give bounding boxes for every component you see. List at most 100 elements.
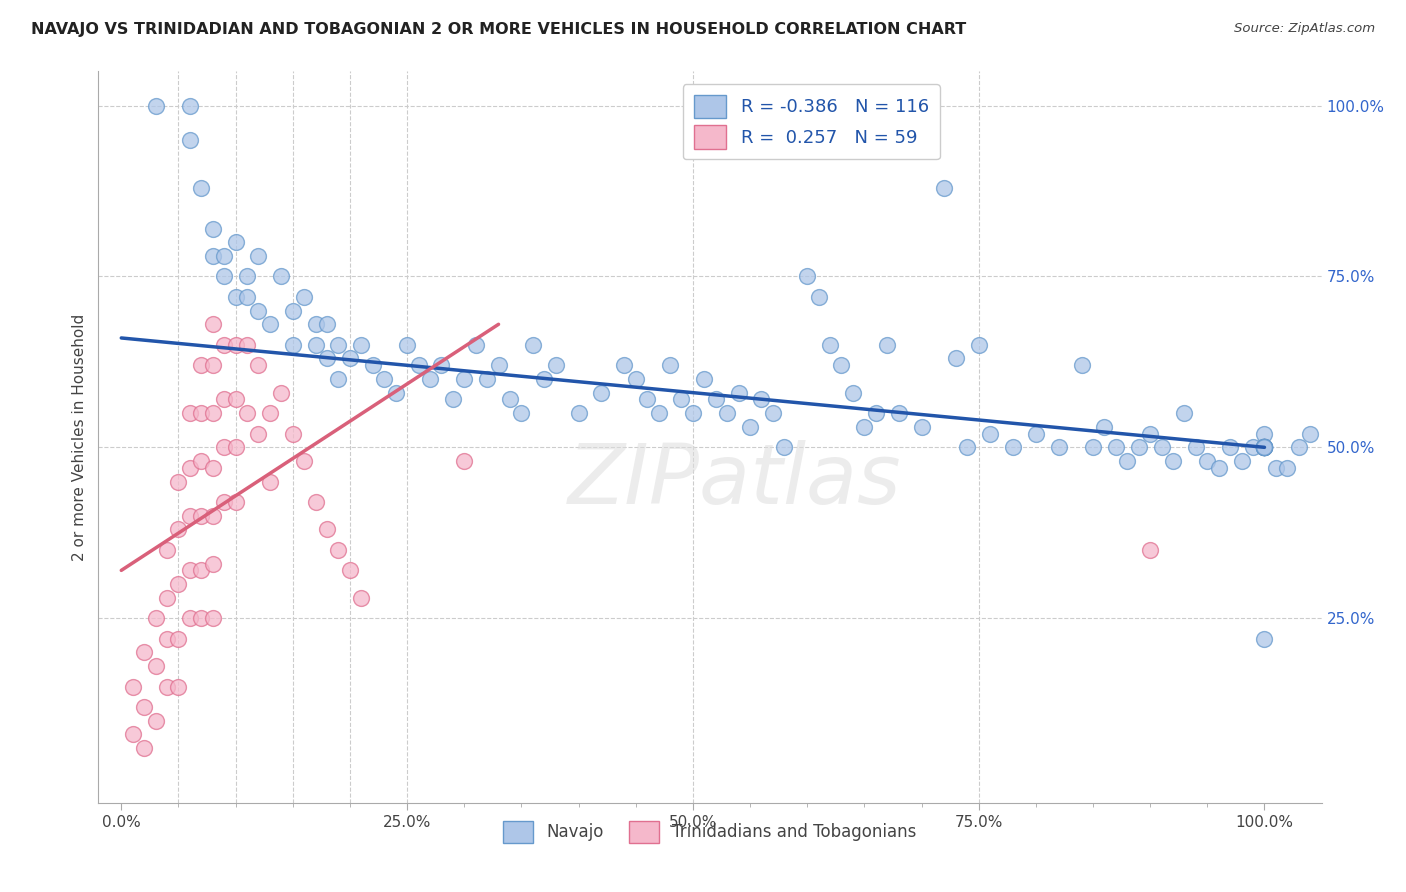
Point [1253,440,1275,454]
Point [1253,440,1275,454]
Point [328,338,350,352]
Point [453,454,475,468]
Point [716,406,738,420]
Point [419,372,441,386]
Point [225,290,247,304]
Point [247,359,270,373]
Point [464,338,486,352]
Point [179,508,201,523]
Point [156,632,179,646]
Point [259,318,281,332]
Point [945,351,967,366]
Point [201,359,224,373]
Point [212,338,235,352]
Point [499,392,522,407]
Point [201,406,224,420]
Point [1253,440,1275,454]
Point [350,338,373,352]
Y-axis label: 2 or more Vehicles in Household: 2 or more Vehicles in Household [72,313,87,561]
Point [236,269,259,284]
Point [1253,440,1275,454]
Point [624,372,647,386]
Point [762,406,785,420]
Point [167,577,190,591]
Point [1185,440,1208,454]
Point [441,392,464,407]
Point [1299,426,1322,441]
Point [1253,440,1275,454]
Point [270,385,292,400]
Point [145,98,167,112]
Point [1253,440,1275,454]
Point [671,392,693,407]
Point [796,269,818,284]
Point [201,460,224,475]
Point [488,359,510,373]
Point [201,221,224,235]
Point [510,406,533,420]
Point [190,454,212,468]
Point [190,508,212,523]
Point [212,392,235,407]
Point [453,372,475,386]
Point [304,338,326,352]
Point [636,392,658,407]
Point [1208,460,1230,475]
Point [225,338,247,352]
Point [693,372,716,386]
Point [281,338,304,352]
Point [281,303,304,318]
Point [225,440,247,454]
Point [1253,440,1275,454]
Point [818,338,841,352]
Point [842,385,865,400]
Point [328,372,350,386]
Point [613,359,636,373]
Point [1253,440,1275,454]
Text: ZIPatlas: ZIPatlas [568,441,901,522]
Point [934,180,956,194]
Point [1253,440,1275,454]
Point [145,714,167,728]
Point [1025,426,1047,441]
Point [339,351,361,366]
Point [751,392,773,407]
Point [212,249,235,263]
Point [887,406,910,420]
Point [1253,440,1275,454]
Point [179,406,201,420]
Point [1094,420,1116,434]
Point [1253,440,1275,454]
Point [190,563,212,577]
Point [225,392,247,407]
Point [1150,440,1173,454]
Text: NAVAJO VS TRINIDADIAN AND TOBAGONIAN 2 OR MORE VEHICLES IN HOUSEHOLD CORRELATION: NAVAJO VS TRINIDADIAN AND TOBAGONIAN 2 O… [31,22,966,37]
Point [316,318,339,332]
Point [1253,632,1275,646]
Point [967,338,990,352]
Point [1047,440,1070,454]
Point [704,392,727,407]
Point [134,700,156,714]
Point [544,359,567,373]
Point [247,249,270,263]
Point [773,440,796,454]
Point [281,426,304,441]
Point [212,495,235,509]
Point [1230,454,1253,468]
Point [225,495,247,509]
Point [145,659,167,673]
Point [1105,440,1128,454]
Point [727,385,749,400]
Point [1277,460,1299,475]
Point [201,611,224,625]
Point [190,611,212,625]
Point [167,632,190,646]
Point [853,420,876,434]
Point [1253,440,1275,454]
Point [304,318,326,332]
Point [247,303,270,318]
Point [807,290,830,304]
Point [304,495,326,509]
Point [384,385,406,400]
